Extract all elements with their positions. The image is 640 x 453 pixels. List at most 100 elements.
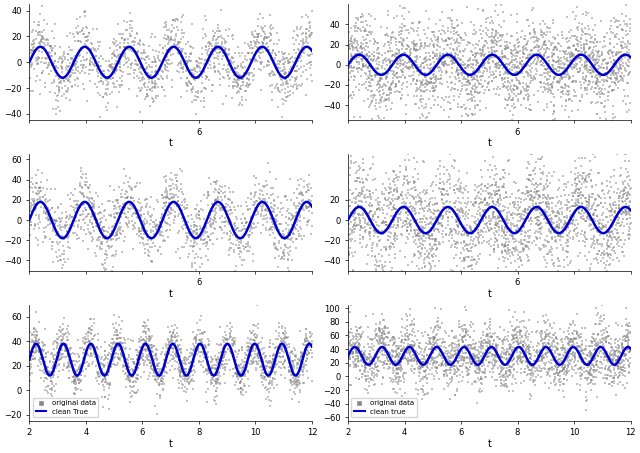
Point: [499, 371, 509, 379]
Point: [602, 239, 612, 246]
Point: [614, 363, 624, 371]
Point: [27, 336, 37, 343]
Point: [202, 240, 212, 247]
Point: [100, 378, 111, 386]
Point: [269, 350, 279, 357]
Point: [598, 350, 609, 357]
Point: [452, 344, 463, 351]
Point: [445, 376, 455, 383]
Point: [498, 345, 508, 352]
Point: [502, 210, 512, 217]
Point: [568, 337, 578, 344]
Point: [458, 373, 468, 381]
Point: [379, 268, 389, 275]
Point: [274, 323, 284, 330]
Point: [378, 266, 388, 274]
Point: [100, 217, 111, 224]
Point: [539, 353, 549, 361]
Point: [522, 69, 532, 76]
Point: [408, 41, 419, 48]
Point: [82, 49, 92, 57]
Point: [525, 171, 536, 178]
Point: [291, 59, 301, 67]
Point: [27, 175, 37, 182]
Point: [283, 57, 293, 64]
Point: [515, 68, 525, 75]
Point: [593, 241, 603, 248]
Point: [65, 352, 75, 359]
Point: [600, 85, 610, 92]
Point: [445, 44, 455, 52]
Point: [489, 47, 499, 54]
Point: [390, 185, 400, 192]
Point: [236, 237, 246, 244]
Point: [371, 327, 381, 334]
Point: [529, 28, 540, 35]
Point: [63, 64, 74, 71]
Point: [462, 78, 472, 86]
Point: [85, 343, 95, 350]
Point: [176, 52, 186, 59]
Point: [483, 189, 493, 197]
Point: [572, 339, 582, 346]
Point: [302, 336, 312, 343]
Point: [549, 319, 559, 327]
Point: [415, 242, 426, 250]
Point: [498, 341, 508, 348]
Point: [196, 197, 206, 204]
Point: [221, 50, 231, 57]
Point: [28, 355, 38, 362]
Point: [253, 39, 264, 47]
Point: [273, 85, 284, 92]
Point: [160, 61, 170, 68]
Point: [385, 357, 395, 365]
Point: [184, 369, 194, 376]
Point: [387, 347, 397, 354]
Point: [596, 200, 606, 207]
Point: [140, 245, 150, 252]
Point: [546, 343, 556, 350]
Point: [580, 84, 591, 92]
Point: [591, 74, 602, 82]
Point: [453, 185, 463, 193]
Point: [609, 57, 620, 64]
Point: [84, 228, 95, 236]
Point: [139, 82, 149, 89]
Point: [40, 386, 51, 394]
Point: [349, 64, 359, 72]
Point: [230, 213, 241, 221]
Point: [303, 200, 313, 207]
Point: [185, 372, 195, 380]
Point: [497, 241, 508, 249]
Point: [236, 389, 246, 396]
Point: [89, 348, 99, 355]
Point: [397, 69, 407, 76]
Point: [369, 351, 380, 358]
Point: [191, 291, 201, 298]
Point: [304, 199, 314, 207]
Point: [49, 217, 60, 224]
Point: [78, 217, 88, 224]
Point: [76, 371, 86, 378]
Point: [451, 182, 461, 189]
Point: [192, 347, 202, 355]
Point: [423, 390, 433, 397]
Point: [425, 336, 435, 343]
Point: [79, 339, 89, 347]
Point: [548, 332, 558, 339]
Point: [381, 352, 392, 359]
Point: [79, 205, 90, 212]
Point: [223, 50, 234, 57]
Point: [538, 342, 548, 350]
Point: [535, 155, 545, 163]
Point: [104, 242, 115, 249]
Point: [278, 231, 288, 238]
Point: [477, 368, 488, 376]
Point: [387, 196, 397, 203]
Point: [45, 88, 55, 96]
Point: [73, 29, 83, 37]
Point: [269, 370, 280, 377]
Point: [233, 81, 243, 88]
Point: [282, 79, 292, 86]
Point: [165, 48, 175, 55]
